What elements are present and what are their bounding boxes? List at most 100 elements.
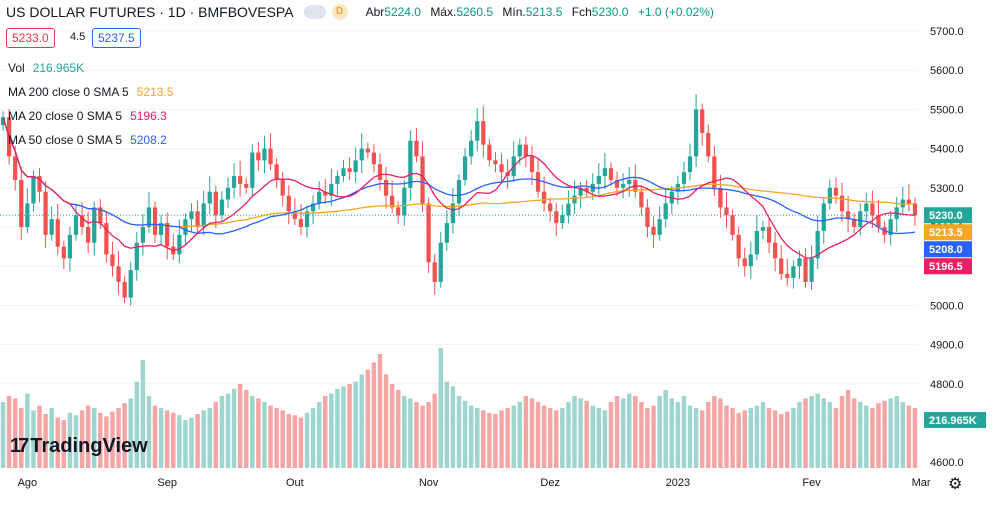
volume-bar (73, 415, 79, 468)
candle-body (444, 223, 449, 243)
volume-bar (31, 410, 36, 468)
vol-legend[interactable]: Vol 216.965K (8, 61, 84, 75)
candle-body (371, 152, 377, 165)
candle-body (572, 195, 577, 204)
volume-bar (329, 393, 334, 468)
candle-body (414, 140, 419, 157)
volume-bar (791, 408, 796, 468)
y-tick-label: 4600.0 (930, 457, 964, 469)
candle-body (55, 219, 60, 247)
candle-body (37, 176, 42, 192)
volume-bar (164, 410, 170, 468)
volume-bar (645, 408, 650, 468)
bid-price-button[interactable]: 5233.0 (6, 28, 55, 48)
candle-body (766, 227, 772, 243)
volume-bar (803, 398, 808, 468)
candle-body (608, 168, 614, 180)
low-value: 5213.5 (525, 5, 563, 19)
candle-body (268, 148, 273, 165)
candle-body (730, 215, 735, 235)
high-value: 5260.5 (456, 5, 494, 19)
candle-body (335, 176, 340, 184)
candle-body (67, 234, 73, 259)
candle-body (821, 203, 826, 231)
volume-bar (110, 411, 115, 468)
symbol-title[interactable]: US DOLLAR FUTURES · 1D · BMFBOVESPA (6, 4, 294, 20)
volume-bar (669, 398, 675, 468)
volume-bar (742, 410, 747, 468)
volume-bar (706, 402, 711, 468)
high-label: Máx. (430, 5, 457, 19)
candle-body (256, 152, 261, 161)
candle-body (238, 176, 243, 184)
volume-bar (438, 348, 444, 468)
x-tick-label: Fev (802, 477, 821, 489)
open-label: Abr (365, 5, 385, 19)
delayed-badge[interactable]: D (331, 4, 348, 20)
volume-bar (140, 360, 146, 468)
volume-bar (104, 416, 109, 468)
candle-body (116, 266, 121, 282)
volume-bar (888, 398, 893, 468)
volume-bar (19, 408, 24, 468)
candle-body (469, 140, 474, 157)
tradingview-logo[interactable]: 17 TradingView (10, 435, 148, 458)
volume-bar (481, 410, 486, 468)
candle-body (845, 211, 851, 220)
candle-body (323, 191, 328, 196)
gear-icon[interactable]: ⚙ (948, 476, 963, 493)
volume-bar (766, 408, 772, 468)
volume-bar (213, 402, 219, 468)
x-tick-label: Mar (912, 477, 931, 489)
volume-bar (833, 408, 839, 468)
more-options-button[interactable] (303, 5, 326, 19)
low-label: Mín. (502, 5, 526, 19)
candle-body (523, 144, 529, 157)
ma200-legend[interactable]: MA 200 close 0 SMA 5 5213.5 (8, 85, 173, 99)
volume-bar (383, 374, 389, 468)
candle-body (140, 227, 145, 243)
volume-bar (657, 396, 662, 468)
candle-body (389, 195, 395, 208)
volume-bar (146, 396, 152, 468)
candle-body (13, 156, 18, 180)
candle-body (219, 199, 225, 216)
y-tick-label: 5300.0 (930, 183, 964, 195)
candle-body (748, 254, 753, 267)
x-tick-label: Nov (419, 477, 439, 489)
volume-bar (25, 393, 30, 468)
volume-bar (12, 398, 18, 468)
candle-body (383, 179, 389, 196)
candle-body (450, 203, 456, 224)
candle-body (61, 246, 66, 259)
candle-body (779, 258, 784, 275)
candle-body (128, 270, 133, 298)
volume-bar (821, 398, 827, 468)
candle-body (104, 223, 109, 255)
candle-body (657, 219, 662, 235)
ma20-legend[interactable]: MA 20 close 0 SMA 5 5196.3 (8, 109, 167, 123)
volume-bar (450, 386, 456, 468)
candle-body (262, 148, 267, 161)
volume-bar (6, 396, 12, 468)
volume-bar (620, 398, 626, 468)
ask-price-button[interactable]: 5237.5 (92, 28, 141, 48)
candle-body (207, 191, 212, 204)
volume-bar (712, 396, 717, 468)
candle-body (475, 121, 480, 141)
volume-bar (651, 405, 656, 468)
volume-bar (353, 381, 358, 468)
volume-bar (626, 393, 632, 468)
volume-bar (341, 386, 346, 468)
volume-bar (55, 417, 60, 468)
candle-body (888, 219, 893, 235)
candle-body (426, 203, 431, 263)
candle-body (244, 183, 249, 188)
volume-bar (541, 405, 547, 468)
ma50-legend[interactable]: MA 50 close 0 SMA 5 5208.2 (8, 133, 167, 147)
candle-body (365, 148, 370, 153)
candle-body (687, 156, 693, 173)
candle-body (864, 203, 869, 212)
price-label-box (924, 258, 972, 275)
